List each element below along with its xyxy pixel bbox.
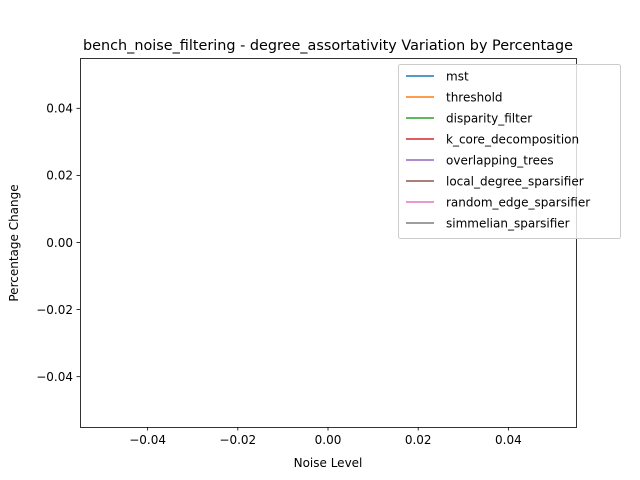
legend-label: mst bbox=[446, 69, 469, 83]
legend-box bbox=[398, 64, 621, 239]
x-tick-label: −0.02 bbox=[219, 433, 256, 447]
x-axis-label: Noise Level bbox=[294, 456, 363, 470]
legend-item-mst[interactable]: mst bbox=[406, 69, 469, 83]
legend-label: disparity_filter bbox=[446, 111, 532, 125]
y-axis-label: Percentage Change bbox=[7, 184, 21, 301]
y-tick-label: 0.04 bbox=[46, 102, 73, 116]
legend-item-k-core-decomposition[interactable]: k_core_decomposition bbox=[406, 132, 579, 146]
legend-label: k_core_decomposition bbox=[446, 132, 579, 146]
legend-label: random_edge_sparsifier bbox=[446, 195, 590, 209]
legend-label: threshold bbox=[446, 90, 503, 104]
x-tick-label: 0.04 bbox=[495, 433, 522, 447]
legend-item-local-degree-sparsifier[interactable]: local_degree_sparsifier bbox=[406, 174, 584, 188]
legend-item-simmelian-sparsifier[interactable]: simmelian_sparsifier bbox=[406, 216, 570, 230]
x-axis-ticks: −0.04 −0.02 0.00 0.02 0.04 bbox=[129, 427, 522, 447]
legend[interactable]: mst threshold disparity_filter k_core_decom… bbox=[398, 64, 621, 239]
legend-item-disparity-filter[interactable]: disparity_filter bbox=[406, 111, 532, 125]
y-tick-label: 0.02 bbox=[46, 169, 73, 183]
x-tick-label: 0.00 bbox=[315, 433, 342, 447]
y-tick-label: −0.04 bbox=[36, 370, 73, 384]
plot-area-frame bbox=[80, 58, 577, 428]
legend-label: local_degree_sparsifier bbox=[446, 174, 584, 188]
chart-title: bench_noise_filtering - degree_assortati… bbox=[83, 38, 573, 54]
legend-label: overlapping_trees bbox=[446, 153, 554, 167]
y-tick-label: 0.00 bbox=[46, 236, 73, 250]
legend-label: simmelian_sparsifier bbox=[446, 216, 570, 230]
legend-item-threshold[interactable]: threshold bbox=[406, 90, 503, 104]
x-tick-label: 0.02 bbox=[405, 433, 432, 447]
legend-item-random-edge-sparsifier[interactable]: random_edge_sparsifier bbox=[406, 195, 590, 209]
y-axis-ticks: 0.04 0.02 0.00 −0.02 −0.04 bbox=[36, 102, 80, 384]
legend-items: mst threshold disparity_filter k_core_decom… bbox=[406, 69, 590, 230]
legend-item-overlapping-trees[interactable]: overlapping_trees bbox=[406, 153, 554, 167]
y-tick-label: −0.02 bbox=[36, 303, 73, 317]
x-tick-label: −0.04 bbox=[129, 433, 166, 447]
